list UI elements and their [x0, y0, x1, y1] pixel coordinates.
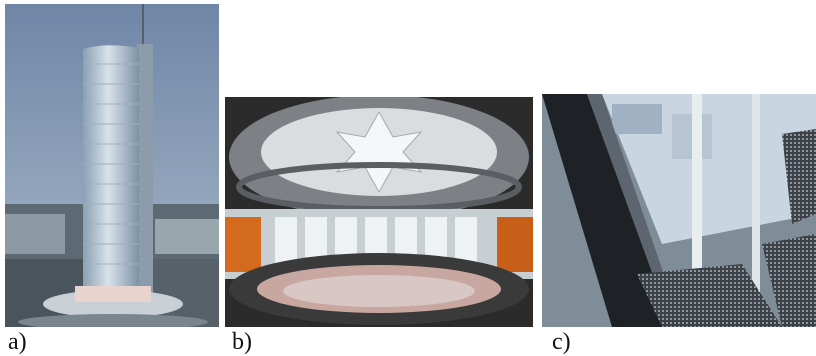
photo-round-hall — [225, 97, 533, 327]
photo-tower — [5, 4, 219, 327]
panel-label-a: a) — [8, 329, 27, 355]
photo-facade-detail — [542, 94, 816, 327]
panel-label-c: c) — [552, 329, 571, 355]
panel-label-b: b) — [232, 329, 252, 355]
